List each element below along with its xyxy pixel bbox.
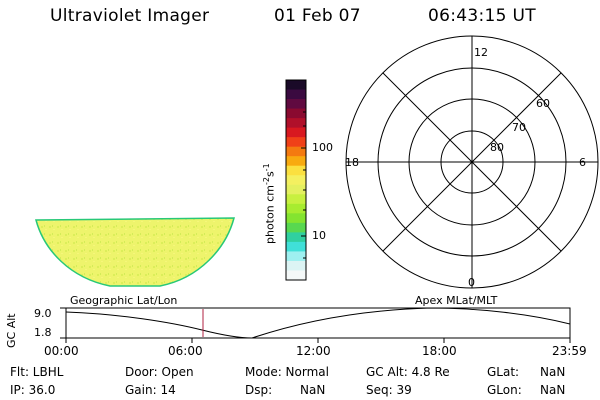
- time-tick-0000: 00:00: [44, 344, 79, 358]
- colorbar-cell: [286, 146, 306, 157]
- image-time: 06:43:15 UT: [428, 6, 536, 26]
- colorbar-tick-100: 100: [312, 141, 333, 154]
- colorbar-cell: [286, 165, 306, 176]
- colorbar-cell: [286, 99, 306, 110]
- colorbar-cell: [286, 213, 306, 224]
- dsp-value: NaN: [300, 383, 326, 397]
- colorbar-cell: [286, 184, 306, 195]
- colorbar-frame: [285, 79, 307, 281]
- uv-image-swath: [35, 217, 235, 287]
- colorbar-ticks: [301, 111, 306, 259]
- time-tick-0600: 06:00: [168, 344, 203, 358]
- apex-label: Apex MLat/MLT: [415, 294, 498, 307]
- colorbar-cell: [286, 194, 306, 205]
- dsp-label: Dsp:: [245, 383, 273, 397]
- colorbar-cell: [286, 241, 306, 253]
- colorbar-cell: [286, 80, 306, 91]
- colorbar-cell: [286, 222, 306, 233]
- time-ticks: [65, 338, 571, 343]
- gc-alt-curve: [65, 307, 571, 339]
- colorbar-cell: [286, 251, 306, 262]
- instrument-title: Ultraviolet Imager: [50, 6, 210, 26]
- glon-label: GLon:: [487, 383, 522, 397]
- mode-info: Mode: Normal: [245, 365, 329, 379]
- ip-info: IP: 36.0: [10, 383, 56, 397]
- filter-info: Flt: LBHL: [10, 365, 64, 379]
- mlt-label-0: 0: [468, 276, 475, 289]
- geographic-label: Geographic Lat/Lon: [70, 294, 178, 307]
- gc-alt-ymax: 9.0: [34, 307, 52, 320]
- mlat-label-60: 60: [536, 97, 550, 110]
- colorbar-tick-10: 10: [312, 229, 326, 242]
- mlat-label-70: 70: [512, 121, 526, 134]
- colorbar-cell: [286, 108, 306, 119]
- colorbar-cell: [286, 270, 306, 281]
- colorbar-cell: [286, 118, 306, 129]
- colorbar-cell: [286, 156, 306, 167]
- colorbar-cell: [286, 89, 306, 100]
- door-info: Door: Open: [125, 365, 194, 379]
- gc-alt-ymin: 1.8: [34, 326, 52, 339]
- glat-label: GLat:: [487, 365, 520, 379]
- image-date: 01 Feb 07: [274, 6, 361, 26]
- glon-value: NaN: [540, 383, 566, 397]
- colorbar-cell: [286, 127, 306, 138]
- gc-alt-info: GC Alt: 4.8 Re: [366, 365, 450, 379]
- seq-info: Seq: 39: [366, 383, 412, 397]
- colorbar-cell: [286, 137, 306, 148]
- time-tick-1800: 18:00: [422, 344, 457, 358]
- time-tick-1200: 12:00: [296, 344, 331, 358]
- mlt-label-12: 12: [474, 46, 488, 59]
- gain-info: Gain: 14: [125, 383, 176, 397]
- time-tick-2359: 23:59: [552, 344, 587, 358]
- colorbar-cell: [286, 260, 306, 272]
- colorbar-cell: [286, 175, 306, 186]
- colorbar-cell: [286, 232, 306, 243]
- timeline-frame: [65, 307, 571, 339]
- mlt-label-18: 18: [345, 156, 359, 169]
- mlat-label-80: 80: [490, 141, 504, 154]
- mlt-label-6: 6: [579, 156, 586, 169]
- colorbar-cell: [286, 203, 306, 214]
- colorbar-cells: [286, 80, 306, 281]
- polar-diagonal-2: [382, 72, 562, 252]
- timeline-axis-ticks: [60, 307, 66, 339]
- glat-value: NaN: [540, 365, 566, 379]
